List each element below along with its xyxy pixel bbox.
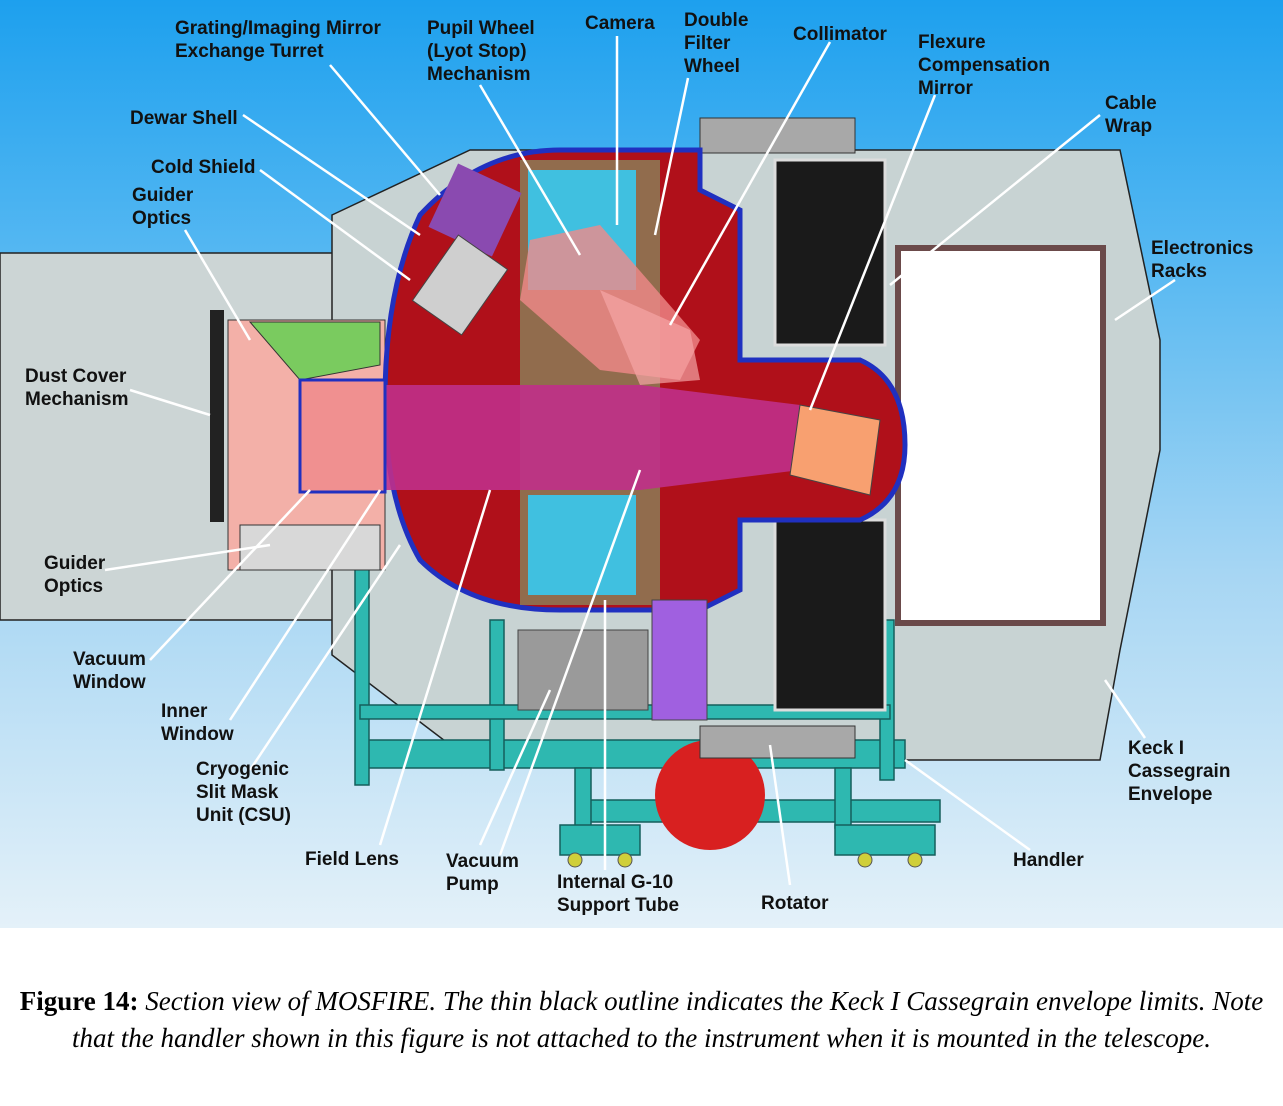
label-dust-cover: Dust Cover Mechanism xyxy=(25,366,129,410)
label-cold-shield: Cold Shield xyxy=(151,157,256,178)
csu-mechanism xyxy=(239,524,381,571)
leader-lines xyxy=(104,36,1176,886)
label-handler: Handler xyxy=(1013,850,1084,871)
mosfire-section-drawing xyxy=(0,36,1176,886)
label-vacuum-window: Vacuum Window xyxy=(73,649,146,693)
cyan-block-bottom xyxy=(528,495,636,595)
figure-number: Figure 14: xyxy=(19,986,139,1016)
caption-text: Section view of MOSFIRE. The thin black … xyxy=(72,986,1264,1053)
label-dewar-shell: Dewar Shell xyxy=(130,108,238,129)
label-flexure-mirror: Flexure Compensation Mirror xyxy=(918,32,1050,99)
turret-block xyxy=(428,163,522,257)
label-field-lens: Field Lens xyxy=(305,849,399,870)
dust-cover xyxy=(210,310,224,522)
electronics-rack-top xyxy=(773,158,887,347)
label-electronics-racks: Electronics Racks xyxy=(1151,238,1254,282)
label-vacuum-pump: Vacuum Pump xyxy=(446,851,519,895)
label-camera: Camera xyxy=(585,13,655,34)
pupil-wheel xyxy=(411,234,509,336)
collimator-barrel xyxy=(600,290,700,385)
diagram-panel: Grating/Imaging Mirror Exchange Turret P… xyxy=(0,0,1283,928)
label-cable-wrap: Cable Wrap xyxy=(1105,93,1157,137)
flexure-mirror xyxy=(789,404,881,496)
vacuum-pump xyxy=(517,629,649,711)
label-collimator: Collimator xyxy=(793,24,887,45)
label-rotator: Rotator xyxy=(761,893,829,914)
handler-wheels xyxy=(567,852,923,868)
purple-block xyxy=(651,599,708,721)
guider-optics-green xyxy=(248,321,381,381)
label-csu: Cryogenic Slit Mask Unit (CSU) xyxy=(196,759,291,826)
electronics-rack-bottom xyxy=(773,518,887,712)
optical-beam xyxy=(300,385,800,490)
label-grating-turret: Grating/Imaging Mirror Exchange Turret xyxy=(175,18,381,62)
label-guider-optics-bottom: Guider Optics xyxy=(44,553,106,597)
label-pupil-wheel: Pupil Wheel (Lyot Stop) Mechanism xyxy=(427,18,535,85)
label-inner-window: Inner Window xyxy=(161,701,234,745)
figure-caption: Figure 14: Section view of MOSFIRE. The … xyxy=(0,983,1283,1057)
rotator-bearing-bottom xyxy=(699,725,856,759)
label-keck-envelope: Keck I Cassegrain Envelope xyxy=(1128,738,1231,805)
label-guider-optics-top: Guider Optics xyxy=(132,185,194,229)
vacuum-window xyxy=(298,378,387,494)
label-double-filter-wheel: Double Filter Wheel xyxy=(684,10,749,77)
rotator-disk xyxy=(655,740,765,850)
label-support-tube: Internal G-10 Support Tube xyxy=(557,872,680,916)
electronics-cabinet xyxy=(895,245,1106,626)
